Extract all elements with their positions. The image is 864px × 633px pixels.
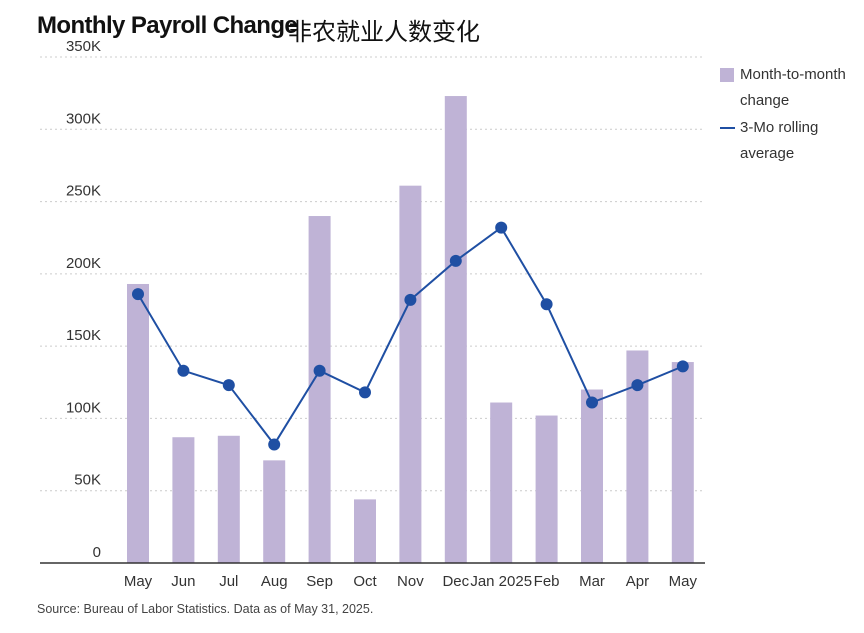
x-tick-label: Jun [171,573,195,590]
line-point [313,364,326,377]
line-point [676,360,689,373]
line-point [132,288,144,301]
x-tick-label: May [124,573,153,590]
bar [263,460,286,563]
line-point [177,364,190,377]
bar [671,362,694,563]
line-point [268,438,281,451]
bar [444,96,467,563]
y-tick-label: 50K [74,472,101,489]
x-tick-label: Apr [626,573,649,590]
x-tick-label: Aug [261,573,288,590]
bar [626,350,649,563]
chart-title: Monthly Payroll Change [37,12,298,39]
y-tick-label: 350K [66,38,101,55]
source-note: Source: Bureau of Labor Statistics. Data… [37,602,374,616]
line-point [404,293,417,306]
x-tick-label: Dec [442,573,469,590]
line-point [495,221,508,234]
bar [354,499,376,563]
line-series [132,221,689,451]
line-point [222,379,235,392]
legend-line-label: 3-Mo rolling average [740,119,819,162]
bar [399,185,422,563]
gridlines [40,56,705,492]
line-point [586,396,598,409]
x-tick-label: Nov [397,573,424,590]
x-tick-label: Jul [219,573,238,590]
y-tick-label: 150K [66,327,101,344]
legend-bar-swatch [720,68,734,82]
bar [127,283,149,563]
line-point [540,298,553,311]
x-tick-label: Oct [353,573,377,590]
x-axis-tick-labels: May Jun Jul Aug Sep Oct Nov Dec Jan 2025 Feb Mar Ap… [124,573,698,590]
bar [535,415,558,563]
y-tick-label: 250K [66,183,101,200]
bar [172,437,195,563]
y-axis-tick-labels: 0 50K 100K 150K 200K 250K 300K 350K [66,38,101,561]
legend-line-swatch [720,127,735,129]
x-tick-label: Jan 2025 [470,573,532,590]
y-tick-label: 200K [66,255,101,272]
line-point [359,386,371,399]
line-point [631,379,644,392]
y-tick-label: 0 [93,544,101,561]
bar [490,402,513,563]
x-tick-label: Feb [534,573,560,590]
y-tick-label: 100K [66,399,101,416]
x-tick-label: May [669,573,698,590]
bar [217,435,240,563]
bar [308,216,331,563]
line-point [449,254,462,267]
bar-series [127,96,694,563]
x-tick-label: Mar [579,573,605,590]
legend-bar-label: Month-to-month change [740,66,846,109]
x-tick-label: Sep [306,573,333,590]
y-tick-label: 300K [66,110,101,127]
bar [581,389,603,563]
chart-subtitle: 非农就业人数变化 [288,19,480,46]
